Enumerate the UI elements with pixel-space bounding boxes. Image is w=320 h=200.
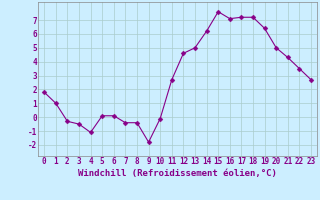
X-axis label: Windchill (Refroidissement éolien,°C): Windchill (Refroidissement éolien,°C) (78, 169, 277, 178)
